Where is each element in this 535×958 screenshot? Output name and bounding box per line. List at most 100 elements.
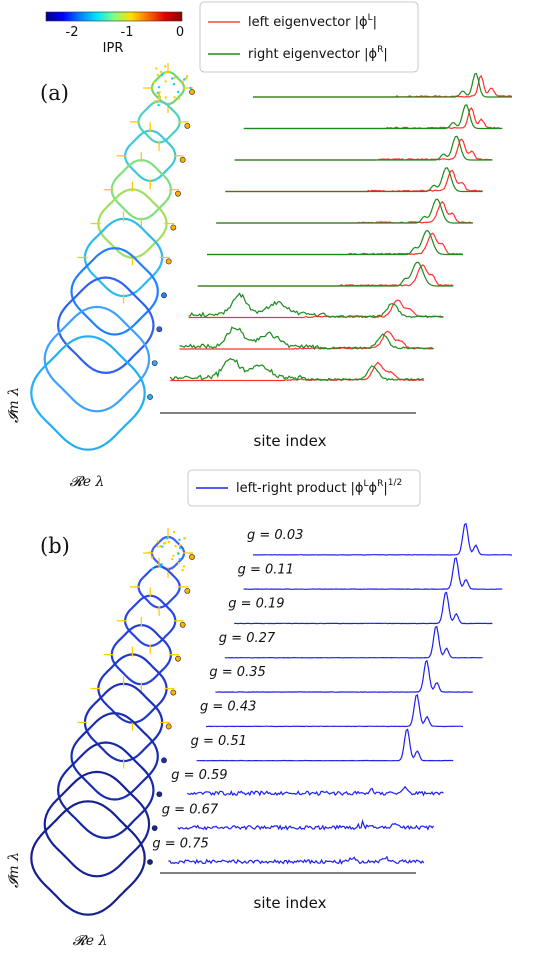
panel-a-label: (a): [40, 81, 69, 105]
spectrum-point: [178, 558, 181, 561]
spectrum-point: [159, 544, 162, 548]
spectrum-point: [164, 96, 167, 99]
product-curve: [196, 728, 454, 762]
g-value-label: g = 0.51: [191, 734, 247, 749]
spectrum-point: [160, 73, 164, 77]
spectrum-point: [167, 71, 170, 74]
spectrum-point: [167, 540, 170, 544]
spectrum-loop: [43, 305, 151, 413]
colorbar-tick-3: 0: [176, 25, 184, 40]
spectrum-point: [159, 70, 163, 74]
spectrum-point: [172, 83, 176, 86]
product-curve: [224, 625, 483, 659]
product-curve: [186, 785, 444, 797]
spectrum-loop: [30, 800, 146, 916]
spectrum-point: [171, 77, 174, 80]
legend-a-left-label: left eigenvector |ϕL|: [248, 13, 377, 30]
panel-b-label: (b): [40, 534, 70, 558]
spectrum-point: [160, 563, 163, 566]
spectrum-point: [189, 86, 192, 90]
spectrum-point: [183, 78, 186, 81]
spectrum-point: [182, 565, 186, 568]
spectrum-point: [164, 71, 168, 74]
spectrum-point: [179, 546, 182, 550]
right-eigenvector-curve: [234, 135, 493, 161]
right-eigenvector-curve: [197, 261, 454, 287]
left-eigenvector-curve: [207, 232, 464, 256]
spectrum-loops-a: [30, 63, 195, 451]
right-eigenvector-curve: [188, 292, 444, 319]
spectrum-dot: [165, 723, 172, 730]
spectrum-point: [163, 65, 167, 68]
legend-b-label: left-right product |ϕLϕR|1/2: [236, 478, 402, 496]
g-value-label: g = 0.67: [162, 802, 219, 817]
right-eigenvector-curve: [225, 167, 483, 193]
colorbar-gradient: [45, 11, 183, 22]
spectrum-loop: [70, 247, 159, 336]
spectrum-point: [173, 76, 176, 79]
spectrum-point: [178, 543, 182, 547]
left-eigenvector-curve: [179, 330, 434, 350]
spectrum-point: [152, 81, 156, 84]
spectrum-dot: [179, 621, 186, 628]
left-eigenvector-curve: [225, 169, 483, 193]
spectrum-point: [157, 85, 161, 89]
product-curves-b: g = 0.03 g = 0.11 g = 0.19 g = 0.27 g = 0.35…: [152, 522, 512, 874]
product-curve: [234, 591, 493, 625]
spectrum-loop: [97, 653, 168, 724]
spectrum-point: [157, 93, 160, 96]
spectrum-point: [177, 552, 180, 555]
spectrum-dot: [184, 587, 191, 594]
spectrum-dot: [175, 655, 181, 662]
spectrum-point: [177, 561, 181, 565]
spectrum-dot: [189, 89, 195, 95]
spectrum-dot: [179, 156, 186, 163]
spectrum-loop: [70, 712, 159, 801]
spectrum-dot: [161, 757, 167, 764]
spectrum-point: [176, 90, 180, 94]
right-eigenvector-curve: [179, 326, 434, 351]
spectrum-loop: [137, 100, 181, 144]
right-eigenvector-curve: [253, 72, 512, 98]
legend-b: left-right product |ϕLϕR|1/2: [187, 469, 421, 507]
spectrum-loop: [97, 188, 168, 259]
spectrum-point: [148, 551, 151, 554]
spectrum-point: [151, 567, 154, 570]
product-curve: [215, 659, 473, 693]
legend-a-frame: [199, 1, 419, 73]
spectrum-dot: [147, 859, 153, 865]
right-eigenvector-curve: [216, 198, 473, 224]
right-eigenvector-curve: [243, 104, 503, 130]
g-value-label: g = 0.11: [238, 562, 294, 577]
spectrum-loop: [30, 335, 146, 451]
spectrum-dot: [175, 190, 181, 197]
re-lambda-label-b: 𝓡e λ: [73, 933, 108, 949]
spectrum-point: [181, 80, 185, 84]
spectrum-point: [177, 97, 181, 100]
right-eigenvector-curve: [169, 358, 424, 382]
spectrum-point: [174, 544, 177, 548]
spectrum-point: [156, 73, 160, 77]
spectrum-dot: [151, 360, 158, 367]
spectrum-dot: [170, 689, 177, 696]
spectrum-dot: [189, 554, 195, 560]
colorbar-tick-2: -1: [121, 25, 134, 40]
spectrum-point: [185, 75, 189, 78]
legend-a: left eigenvector |ϕL| right eigenvector …: [199, 1, 419, 73]
spectrum-loops-b: [30, 528, 195, 916]
spectrum-point: [150, 556, 154, 559]
product-curve: [168, 855, 425, 865]
spectrum-point: [172, 530, 176, 534]
g-value-label: g = 0.27: [219, 631, 276, 646]
spectrum-dot: [184, 122, 191, 129]
spectrum-point: [153, 100, 157, 103]
g-value-label: g = 0.75: [152, 837, 208, 852]
legend-b-frame: [187, 469, 421, 507]
spectrum-point: [155, 67, 158, 70]
spectrum-point: [178, 538, 181, 541]
spectrum-point: [157, 97, 161, 100]
g-value-label: g = 0.59: [171, 768, 227, 783]
spectrum-point: [171, 557, 174, 561]
left-eigenvector-curve: [188, 299, 444, 319]
